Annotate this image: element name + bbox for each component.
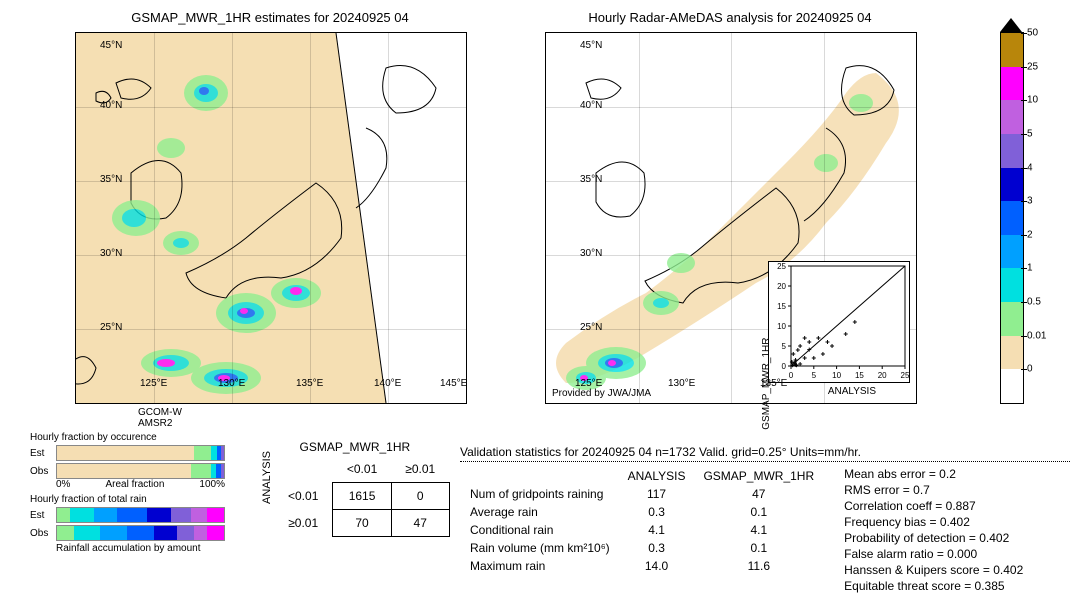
contingency-block: GSMAP_MWR_1HR ANALYSIS <0.01≥0.01 <0.011… xyxy=(260,440,450,537)
cont-colhdr: GSMAP_MWR_1HR xyxy=(260,440,450,454)
map-left-cap1: GCOM-W xyxy=(138,407,182,418)
cont-11: 1615 xyxy=(333,483,391,510)
svg-text:5: 5 xyxy=(782,342,787,351)
svg-text:20: 20 xyxy=(777,282,786,291)
est-label-2: Est xyxy=(30,510,52,521)
hbar-caption2: Rainfall accumulation by amount xyxy=(56,543,225,554)
title-right: Hourly Radar-AMeDAS analysis for 2024092… xyxy=(545,10,915,25)
est-label-1: Est xyxy=(30,448,52,459)
hbar-occ-obs xyxy=(56,463,225,479)
colorbar: 502510543210.50.010 xyxy=(1000,32,1024,404)
cont-c1: <0.01 xyxy=(333,456,391,483)
svg-text:0: 0 xyxy=(782,362,787,371)
axis1-label: Areal fraction xyxy=(105,479,164,490)
cont-21: 70 xyxy=(333,510,391,537)
lat-l-1: 30°N xyxy=(100,248,122,259)
metrics-list: Mean abs error = 0.2RMS error = 0.7Corre… xyxy=(844,466,1023,594)
hbar-rain-est xyxy=(56,507,225,523)
map-left-cap2: AMSR2 xyxy=(138,418,172,429)
cont-12: 0 xyxy=(391,483,449,510)
provided-label: Provided by JWA/JMA xyxy=(552,388,651,399)
lon-r-2: 135°E xyxy=(760,378,787,389)
lon-l-1: 130°E xyxy=(218,378,245,389)
svg-text:0: 0 xyxy=(789,371,794,380)
contingency-table: <0.01≥0.01 <0.0116150 ≥0.017047 xyxy=(274,456,450,537)
svg-text:10: 10 xyxy=(777,322,786,331)
scatter-plot: 00 5 5 10 10 15 15 20 20 25 25 xyxy=(768,261,910,383)
lon-l-2: 135°E xyxy=(296,378,323,389)
lat-r-4: 45°N xyxy=(580,40,602,51)
title-left: GSMAP_MWR_1HR estimates for 20240925 04 xyxy=(70,10,470,25)
svg-text:10: 10 xyxy=(832,371,841,380)
lat-l-0: 25°N xyxy=(100,322,122,333)
scatter-xlabel: ANALYSIS xyxy=(828,386,876,397)
lon-l-4: 145°E xyxy=(440,378,467,389)
colorbar-arrow xyxy=(1000,18,1022,32)
lat-r-3: 40°N xyxy=(580,100,602,111)
cont-rowhdr: ANALYSIS xyxy=(261,490,273,504)
hbar-title1: Hourly fraction by occurence xyxy=(30,432,225,443)
vhdr-g: GSMAP_MWR_1HR xyxy=(695,468,822,484)
cont-c2: ≥0.01 xyxy=(391,456,449,483)
map-right: Provided by JWA/JMA 00 5 5 10 10 15 15 20 20 25 25… xyxy=(545,32,917,404)
validation-block: Validation statistics for 20240925 04 n=… xyxy=(460,445,1070,594)
validation-table: ANALYSISGSMAP_MWR_1HR Num of gridpoints … xyxy=(460,466,824,576)
vhdr-a: ANALYSIS xyxy=(620,468,694,484)
obs-label-1: Obs xyxy=(30,466,52,477)
lon-l-3: 140°E xyxy=(374,378,401,389)
svg-text:20: 20 xyxy=(878,371,887,380)
cont-r1: <0.01 xyxy=(274,483,333,510)
lon-r-0: 125°E xyxy=(575,378,602,389)
svg-text:5: 5 xyxy=(812,371,817,380)
lat-l-4: 45°N xyxy=(100,40,122,51)
map-left xyxy=(75,32,467,404)
lat-r-0: 25°N xyxy=(580,322,602,333)
hbar-title2: Hourly fraction of total rain xyxy=(30,494,225,505)
svg-text:25: 25 xyxy=(901,371,909,380)
svg-text:25: 25 xyxy=(777,262,786,271)
hbars-block: Hourly fraction by occurence Est Obs 0% … xyxy=(30,432,225,554)
axis1-left: 0% xyxy=(56,479,70,490)
svg-text:15: 15 xyxy=(777,302,786,311)
hbar-occ-est xyxy=(56,445,225,461)
lat-l-2: 35°N xyxy=(100,174,122,185)
lat-r-1: 30°N xyxy=(580,248,602,259)
lat-l-3: 40°N xyxy=(100,100,122,111)
lon-l-0: 125°E xyxy=(140,378,167,389)
lat-r-2: 35°N xyxy=(580,174,602,185)
svg-text:15: 15 xyxy=(855,371,864,380)
cont-22: 47 xyxy=(391,510,449,537)
axis1-right: 100% xyxy=(199,479,225,490)
lon-r-1: 130°E xyxy=(668,378,695,389)
obs-label-2: Obs xyxy=(30,528,52,539)
hbar-rain-obs xyxy=(56,525,225,541)
cont-r2: ≥0.01 xyxy=(274,510,333,537)
validation-title: Validation statistics for 20240925 04 n=… xyxy=(460,445,1070,462)
page: GSMAP_MWR_1HR estimates for 20240925 04 … xyxy=(0,0,1080,612)
